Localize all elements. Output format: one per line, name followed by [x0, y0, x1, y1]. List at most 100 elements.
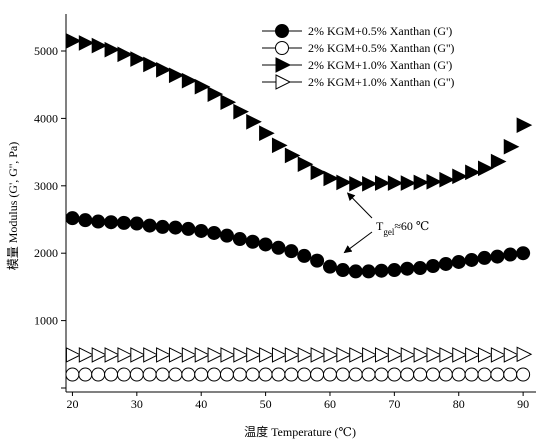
data-point	[168, 347, 185, 363]
data-point	[117, 347, 134, 363]
data-point	[104, 367, 119, 382]
data-point	[503, 347, 520, 363]
data-point	[284, 244, 299, 259]
data-point	[207, 86, 224, 102]
data-point	[348, 367, 363, 382]
data-point	[155, 367, 170, 382]
data-point	[65, 347, 82, 363]
data-point	[490, 367, 505, 382]
data-point	[129, 367, 144, 382]
data-point	[464, 367, 479, 382]
data-point	[477, 160, 494, 177]
data-point	[181, 72, 198, 89]
data-point	[284, 147, 301, 164]
data-point	[322, 259, 337, 274]
x-tick-label: 40	[195, 397, 207, 411]
data-point	[387, 263, 402, 278]
data-point	[451, 254, 466, 269]
data-point	[348, 264, 363, 279]
ticks: 20 30 40 50 60 70 80 90 1000 2000 3000 4000 5000	[34, 44, 529, 411]
data-point	[374, 367, 389, 382]
legend-entry-label: 2% KGM+1.0% Xanthan (G')	[308, 58, 452, 72]
data-point	[194, 347, 211, 363]
data-point	[130, 347, 146, 363]
x-tick-label: 20	[66, 397, 78, 411]
data-point	[194, 367, 209, 382]
data-point	[362, 347, 378, 363]
data-point	[220, 347, 237, 363]
data-point	[425, 367, 440, 382]
data-point	[142, 218, 157, 233]
data-point	[349, 175, 365, 192]
data-point	[233, 103, 249, 120]
data-point	[168, 220, 183, 235]
data-point	[490, 249, 505, 264]
data-point	[271, 347, 288, 363]
data-point	[232, 367, 247, 382]
data-point	[349, 347, 365, 363]
data-point	[322, 367, 337, 382]
data-point	[259, 347, 275, 363]
data-point	[361, 367, 376, 382]
data-point	[91, 367, 106, 382]
data-point	[284, 367, 299, 382]
legend: 2% KGM+0.5% Xanthan (G') 2% KGM+0.5% Xant…	[262, 24, 454, 90]
data-point	[168, 67, 185, 84]
data-point	[426, 173, 443, 190]
data-point	[219, 367, 234, 382]
x-tick-label: 30	[131, 397, 143, 411]
legend-marker	[275, 74, 292, 90]
data-point	[477, 347, 494, 363]
data-point	[374, 175, 391, 191]
data-point	[245, 234, 260, 249]
legend-entry-label: 2% KGM+0.5% Xanthan (G')	[308, 24, 452, 38]
data-point	[400, 347, 417, 363]
data-point	[503, 138, 520, 155]
axes	[65, 14, 536, 393]
data-point	[361, 264, 376, 279]
data-point	[104, 347, 121, 363]
data-point	[168, 367, 183, 382]
data-point	[490, 347, 507, 363]
data-point	[439, 347, 455, 363]
data-point	[477, 250, 492, 265]
data-point	[438, 367, 453, 382]
data-point	[232, 232, 247, 247]
data-point	[194, 223, 209, 238]
data-point	[297, 248, 312, 263]
data-point	[220, 94, 237, 111]
data-point	[297, 347, 314, 363]
x-axis-label: 温度 Temperature (℃)	[244, 424, 356, 439]
y-tick-label: 4000	[34, 111, 58, 125]
y-axis-label: 模量 Modulus (G', G'', Pa)	[6, 142, 20, 271]
y-tick-label: 3000	[34, 179, 58, 193]
data-point	[413, 174, 430, 191]
series-4	[65, 346, 533, 363]
data-point	[297, 367, 312, 382]
data-point	[400, 175, 417, 191]
data-point	[438, 256, 453, 271]
legend-marker	[275, 24, 289, 38]
data-point	[516, 117, 533, 133]
data-point	[143, 347, 159, 363]
data-point	[310, 253, 325, 268]
data-point	[374, 347, 391, 363]
data-point	[219, 228, 234, 243]
data-point	[130, 51, 146, 67]
data-point	[271, 137, 288, 154]
data-point	[452, 168, 468, 185]
data-point	[413, 347, 430, 363]
data-point	[207, 225, 222, 240]
data-point	[78, 347, 95, 363]
data-point	[91, 37, 108, 54]
legend-entry-label: 2% KGM+0.5% Xanthan (G'')	[308, 41, 454, 55]
data-point	[246, 347, 262, 363]
data-point	[129, 216, 144, 231]
data-point	[516, 246, 531, 261]
data-point	[65, 211, 80, 226]
data-point	[503, 247, 518, 262]
series-3	[65, 33, 533, 192]
data-point	[336, 174, 352, 191]
data-point	[477, 367, 492, 382]
